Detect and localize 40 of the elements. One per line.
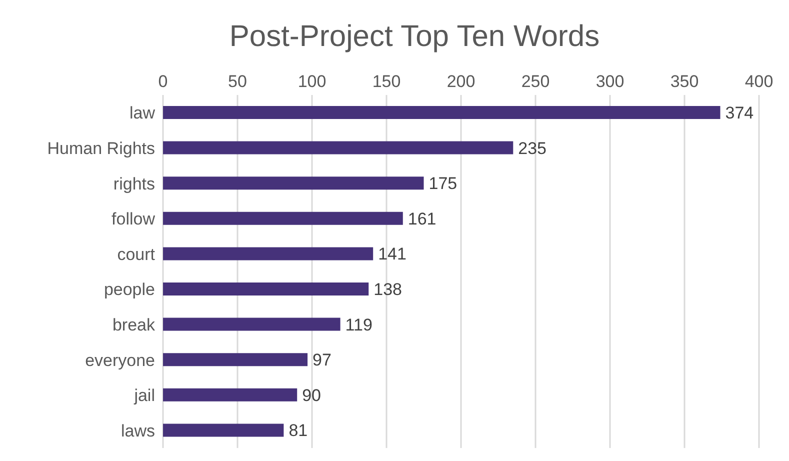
y-tick-label: break <box>112 315 156 334</box>
chart-title: Post-Project Top Ten Words <box>228 19 601 55</box>
bar <box>163 247 374 260</box>
x-tick-label: 50 <box>228 72 247 91</box>
bar <box>163 318 340 331</box>
bar <box>163 388 298 402</box>
y-tick-label: follow <box>112 210 156 229</box>
bar <box>163 424 284 437</box>
x-tick-label: 400 <box>744 72 774 91</box>
x-tick-label: 300 <box>596 72 624 91</box>
x-tick-label: 350 <box>670 72 699 91</box>
y-tick-label: court <box>117 244 156 264</box>
bar <box>163 176 424 190</box>
bar <box>163 282 369 296</box>
data-label: 141 <box>378 244 406 264</box>
data-label: 81 <box>288 421 308 440</box>
x-tick-label: 200 <box>446 72 476 91</box>
y-tick-label: jail <box>133 386 155 406</box>
bar <box>163 106 720 119</box>
bar <box>163 141 514 154</box>
data-label: 97 <box>312 350 332 370</box>
y-tick-label: everyone <box>85 350 155 370</box>
x-tick-label: 100 <box>298 72 326 91</box>
x-tick-label: 0 <box>158 72 168 91</box>
data-label: 90 <box>302 386 322 405</box>
y-tick-label: Human Rights <box>47 138 155 158</box>
data-label: 175 <box>428 174 458 194</box>
data-label: 235 <box>518 138 547 158</box>
bar <box>163 353 308 366</box>
x-tick-label: 150 <box>372 72 401 91</box>
data-label: 138 <box>374 280 402 300</box>
y-tick-label: rights <box>113 174 155 194</box>
data-label: 161 <box>408 209 436 228</box>
data-label: 374 <box>725 104 754 123</box>
bar <box>163 212 403 225</box>
data-label: 119 <box>345 315 372 334</box>
x-tick-label: 250 <box>521 72 550 91</box>
y-tick-label: laws <box>120 421 155 440</box>
y-tick-label: law <box>129 104 156 123</box>
y-tick-label: people <box>104 280 155 300</box>
